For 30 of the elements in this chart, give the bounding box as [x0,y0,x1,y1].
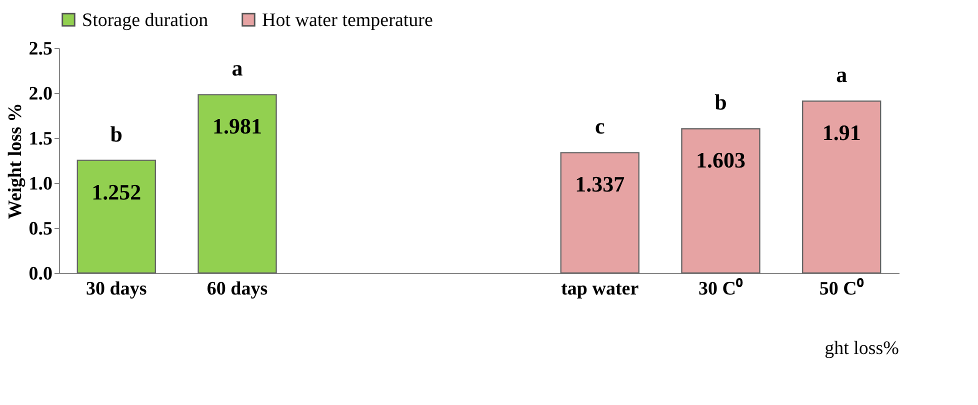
x-tick-label: 30 days [86,278,147,300]
y-tick-label: 2.0 [28,84,52,104]
y-tick-label: 0.5 [28,218,52,240]
annotation: b [110,121,123,146]
text: ght loss% [824,338,900,359]
y-tick-label: 1.0 [28,174,52,194]
y-axis-title: Weight loss % [4,102,26,220]
bar [802,100,882,274]
bar [76,160,156,274]
data-label: 1.981 [212,114,262,139]
x-tick-label: tap water [561,278,640,300]
data-label: 1.91 [822,120,861,146]
legend-label: Storage duration [82,10,209,31]
legend-label: Hot water temperature [262,10,433,31]
y-tick-label: 1.5 [28,128,52,150]
bar [198,94,277,274]
bar [560,152,640,274]
annotation: b [714,90,727,115]
annotation: a [232,56,243,81]
bar [681,128,760,274]
annotation: c [594,114,605,139]
annotation: a [836,62,848,88]
data-label: 1.252 [92,179,142,204]
x-tick-label: 50 C⁰ [819,278,864,300]
x-tick-label: 60 days [206,278,268,300]
data-label: 1.337 [575,172,625,197]
data-label: 1.603 [696,148,746,173]
y-tick-label: 0.0 [28,264,52,284]
x-tick-label: 30 C⁰ [698,278,743,300]
y-tick-label: 2.5 [28,38,52,60]
